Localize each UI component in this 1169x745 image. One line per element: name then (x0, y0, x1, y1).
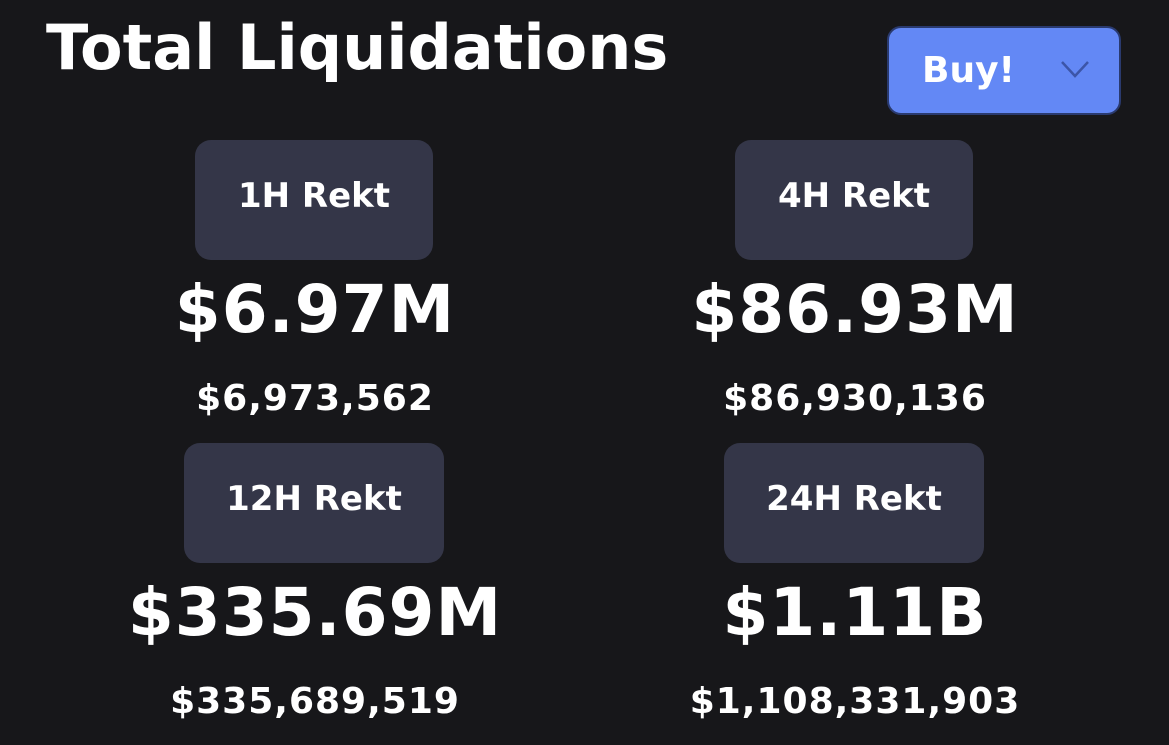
liquidation-card-4h: 4H Rekt $86.93M $86,930,136 (585, 140, 1125, 443)
liquidation-value-short-12h: $335.69M (127, 574, 503, 651)
timeframe-tag-12h: 12H Rekt (184, 443, 444, 563)
buy-dropdown-button[interactable]: Buy! (887, 26, 1121, 115)
page-title: Total Liquidations (46, 11, 669, 84)
liquidation-value-full-12h: $335,689,519 (170, 681, 460, 722)
liquidation-value-short-1h: $6.97M (174, 271, 456, 348)
buy-button-label: Buy! (922, 50, 1015, 91)
liquidation-value-full-4h: $86,930,136 (723, 378, 987, 419)
timeframe-tag-1h: 1H Rekt (195, 140, 433, 260)
liquidation-card-12h: 12H Rekt $335.69M $335,689,519 (45, 443, 585, 745)
liquidation-card-24h: 24H Rekt $1.11B $1,108,331,903 (585, 443, 1125, 745)
chevron-down-icon (1061, 61, 1089, 78)
timeframe-tag-24h: 24H Rekt (724, 443, 984, 563)
liquidation-value-full-1h: $6,973,562 (196, 378, 434, 419)
liquidation-card-1h: 1H Rekt $6.97M $6,973,562 (45, 140, 585, 443)
liquidation-value-short-24h: $1.11B (722, 574, 988, 651)
liquidation-value-short-4h: $86.93M (691, 271, 1019, 348)
liquidation-value-full-24h: $1,108,331,903 (689, 681, 1021, 722)
timeframe-tag-4h: 4H Rekt (735, 140, 973, 260)
